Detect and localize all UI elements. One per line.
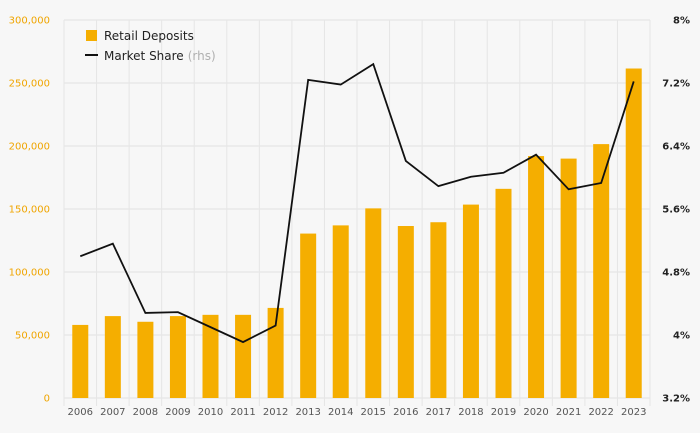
x-tick-label: 2019 xyxy=(491,407,516,418)
x-tick-label: 2022 xyxy=(588,407,613,418)
y-left-tick-label: 100,000 xyxy=(9,268,50,279)
line-market-share xyxy=(79,62,635,344)
y-right-tick-label: 7.2% xyxy=(662,79,690,90)
y-right-tick-label: 4.8% xyxy=(662,268,690,279)
y-right-tick-label: 3.2% xyxy=(662,394,690,405)
y-right-tick-label: 5.6% xyxy=(662,205,690,216)
x-tick-label: 2008 xyxy=(133,407,158,418)
bar-retail-deposits xyxy=(560,158,577,398)
x-tick-label: 2010 xyxy=(198,407,223,418)
bar-retail-deposits xyxy=(104,316,121,398)
bar-retail-deposits xyxy=(137,321,154,398)
axes: 0 50,000 100,000 150,000 200,000 250,000 300,0… xyxy=(9,16,690,419)
y-left-tick-label: 250,000 xyxy=(9,79,50,90)
x-tick-label: 2011 xyxy=(230,407,255,418)
bar-retail-deposits xyxy=(169,316,186,398)
y-left-tick-label: 0 xyxy=(44,394,50,405)
bar-retail-deposits xyxy=(462,204,479,398)
bar-retail-deposits xyxy=(593,144,610,398)
y-right-tick-label: 8% xyxy=(673,16,690,27)
x-tick-label: 2013 xyxy=(295,407,320,418)
bar-retail-deposits xyxy=(430,222,447,398)
bar-series xyxy=(72,68,642,398)
bar-retail-deposits xyxy=(495,188,512,398)
line-series xyxy=(79,62,635,344)
legend-swatch-retail-deposits xyxy=(86,30,97,41)
bar-retail-deposits xyxy=(397,226,414,398)
x-tick-label: 2006 xyxy=(68,407,93,418)
x-tick-label: 2021 xyxy=(556,407,581,418)
y-right-tick-label: 6.4% xyxy=(662,142,690,153)
bar-retail-deposits xyxy=(72,324,89,398)
bar-retail-deposits xyxy=(202,314,219,398)
svg-text:Market Share(rhs): Market Share (rhs) xyxy=(104,49,216,63)
legend: Retail Deposits Market Share (rhs) xyxy=(85,29,216,63)
y-left-tick-label: 200,000 xyxy=(9,142,50,153)
bar-retail-deposits xyxy=(365,208,382,398)
x-tick-label: 2015 xyxy=(361,407,386,418)
y-left-tick-label: 150,000 xyxy=(9,205,50,216)
x-tick-label: 2020 xyxy=(523,407,548,418)
bar-retail-deposits xyxy=(267,307,284,398)
y-left-tick-label: 50,000 xyxy=(15,331,50,342)
legend-label-market-share: Market Share xyxy=(104,49,184,63)
x-tick-label: 2023 xyxy=(621,407,646,418)
x-tick-label: 2017 xyxy=(426,407,451,418)
legend-label-market-share-suffix: (rhs) xyxy=(188,49,216,63)
bar-retail-deposits xyxy=(300,233,317,398)
legend-label-retail-deposits: Retail Deposits xyxy=(104,29,194,43)
gridlines xyxy=(63,19,651,406)
x-tick-label: 2007 xyxy=(100,407,125,418)
bar-retail-deposits xyxy=(625,68,642,398)
x-tick-label: 2016 xyxy=(393,407,418,418)
y-right-tick-label: 4% xyxy=(673,331,690,342)
x-tick-label: 2014 xyxy=(328,407,353,418)
x-tick-label: 2018 xyxy=(458,407,483,418)
x-tick-label: 2009 xyxy=(165,407,190,418)
bar-retail-deposits xyxy=(528,156,545,398)
y-left-tick-label: 300,000 xyxy=(9,16,50,27)
bar-retail-deposits xyxy=(235,314,252,398)
x-tick-label: 2012 xyxy=(263,407,288,418)
bar-retail-deposits xyxy=(332,225,349,398)
